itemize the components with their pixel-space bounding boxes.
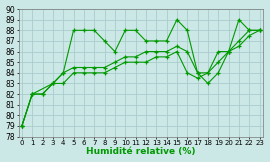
X-axis label: Humidité relative (%): Humidité relative (%)	[86, 147, 195, 156]
